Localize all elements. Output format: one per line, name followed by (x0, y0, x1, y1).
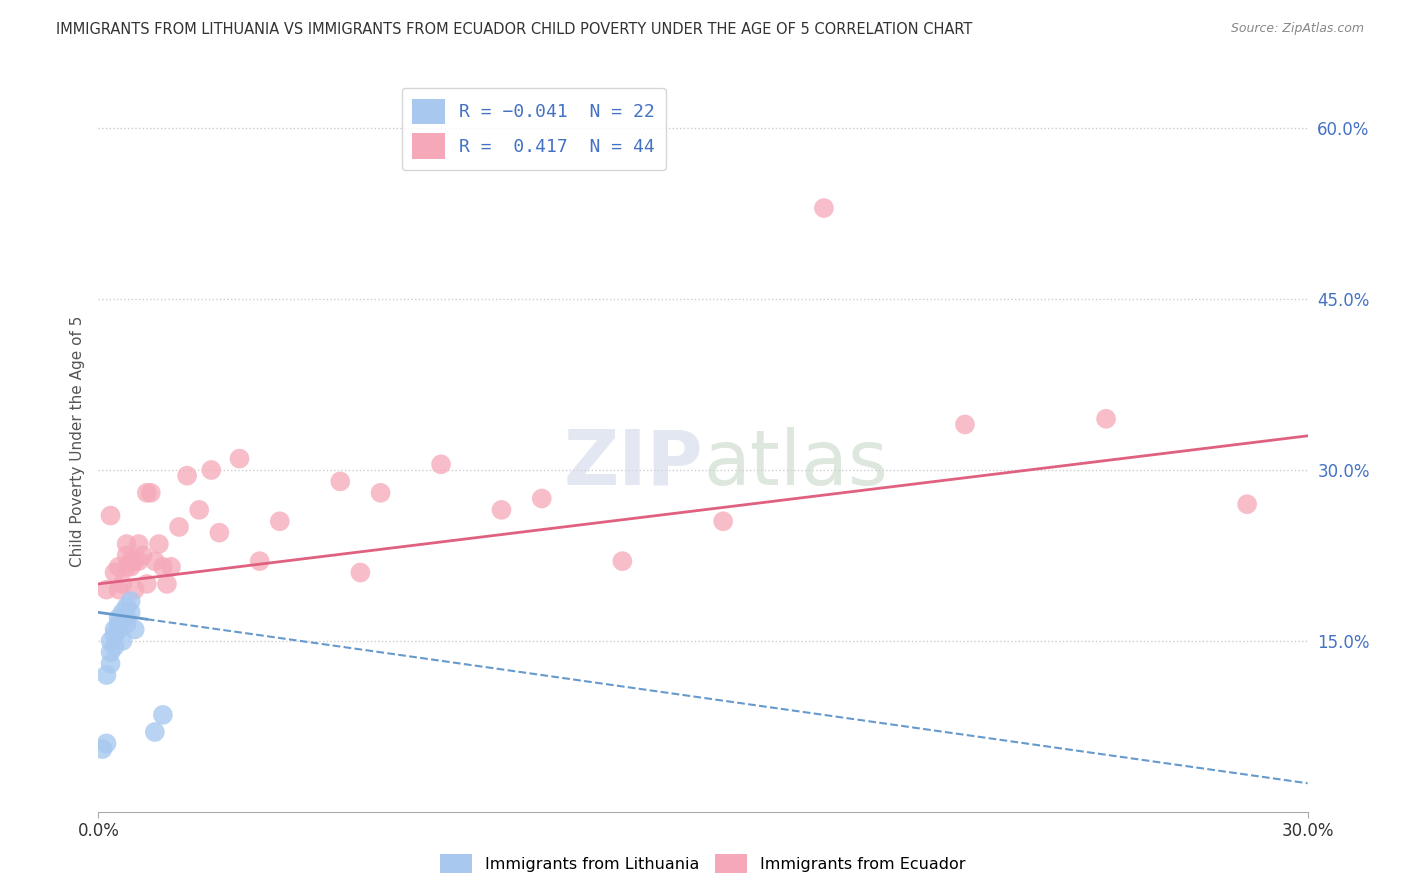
Point (329, 475, 352, 489)
Point (143, 554, 166, 568)
Point (115, 559, 138, 574)
Text: Source: ZipAtlas.com: Source: ZipAtlas.com (1230, 22, 1364, 36)
Point (249, 554, 271, 568)
Point (124, 554, 146, 568)
Point (115, 537, 138, 551)
Point (530, 491, 553, 506)
Legend: Immigrants from Lithuania, Immigrants from Ecuador: Immigrants from Lithuania, Immigrants fr… (434, 847, 972, 880)
Point (152, 707, 174, 722)
Point (349, 566, 371, 580)
Legend: R = −0.041  N = 22, R =  0.417  N = 44: R = −0.041 N = 22, R = 0.417 N = 44 (402, 87, 666, 169)
Point (120, 554, 142, 568)
Point (228, 451, 250, 466)
Point (124, 582, 146, 597)
Point (1095, 411, 1118, 425)
Point (120, 606, 142, 620)
Point (103, 628, 125, 642)
Point (91, 742, 114, 756)
Point (128, 537, 150, 551)
Point (111, 633, 134, 648)
Point (115, 549, 138, 563)
Point (107, 623, 129, 637)
Point (96, 736, 118, 750)
Point (100, 645, 122, 659)
Point (111, 577, 134, 591)
Point (100, 657, 122, 671)
Point (269, 514, 291, 528)
Point (953, 417, 976, 432)
Point (813, 201, 835, 215)
Point (115, 599, 138, 614)
Point (120, 594, 142, 608)
Point (152, 559, 174, 574)
Point (612, 554, 634, 568)
Point (200, 463, 222, 477)
Point (111, 606, 134, 620)
Point (103, 623, 125, 637)
Point (143, 725, 166, 739)
Point (711, 514, 734, 528)
Point (100, 633, 122, 648)
Point (148, 537, 170, 551)
Point (120, 559, 142, 574)
Text: atlas: atlas (703, 426, 887, 500)
Point (160, 559, 183, 574)
Point (107, 616, 129, 631)
Point (96, 582, 118, 597)
Point (167, 520, 190, 534)
Point (124, 623, 146, 637)
Point (135, 485, 157, 500)
Point (156, 577, 179, 591)
Point (139, 485, 162, 500)
Point (1236, 497, 1258, 511)
Point (208, 525, 231, 540)
Point (430, 458, 453, 472)
Point (103, 566, 125, 580)
Point (370, 485, 392, 500)
Point (132, 549, 155, 563)
Point (100, 508, 122, 523)
Y-axis label: Child Poverty Under the Age of 5: Child Poverty Under the Age of 5 (69, 316, 84, 567)
Point (128, 554, 150, 568)
Point (96, 668, 118, 682)
Point (115, 611, 138, 625)
Text: ZIP: ZIP (564, 426, 703, 500)
Point (103, 640, 125, 654)
Point (107, 611, 129, 625)
Point (188, 503, 211, 517)
Point (135, 577, 157, 591)
Point (176, 468, 198, 483)
Point (107, 582, 129, 597)
Point (491, 503, 513, 517)
Point (115, 616, 138, 631)
Point (107, 559, 129, 574)
Text: IMMIGRANTS FROM LITHUANIA VS IMMIGRANTS FROM ECUADOR CHILD POVERTY UNDER THE AGE: IMMIGRANTS FROM LITHUANIA VS IMMIGRANTS … (56, 22, 973, 37)
